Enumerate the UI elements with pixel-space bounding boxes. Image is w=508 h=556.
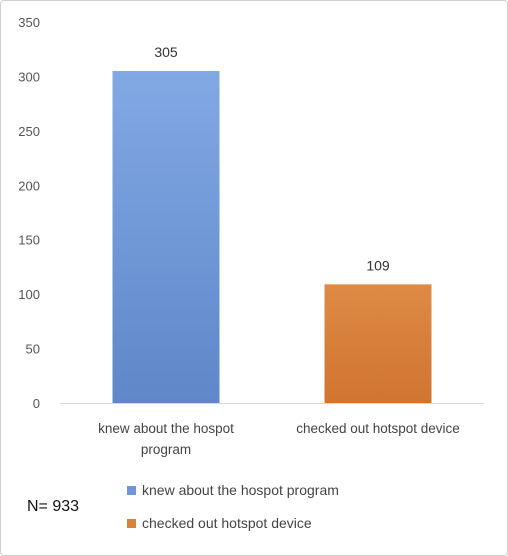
legend-label-2: checked out hotspot device xyxy=(142,515,312,531)
category-labels: knew about the hospot program checked out … xyxy=(98,421,460,457)
legend-label-1: knew about the hospot program xyxy=(142,482,339,498)
data-labels: 305 109 xyxy=(154,44,390,273)
bar-1 xyxy=(112,70,220,403)
y-tick-label: 50 xyxy=(26,342,40,357)
y-tick-label: 150 xyxy=(18,233,40,248)
bars xyxy=(112,70,432,403)
category-label-1-line-1: knew about the hospot xyxy=(98,421,234,436)
data-label-2: 109 xyxy=(366,257,390,273)
legend-swatch-1 xyxy=(127,486,136,495)
data-label-1: 305 xyxy=(154,44,178,60)
legend-swatch-2 xyxy=(127,519,136,528)
y-tick-label: 0 xyxy=(33,396,40,411)
legend: knew about the hospot program checked out… xyxy=(127,482,339,531)
bar-2 xyxy=(324,284,432,403)
y-axis-ticks: 0 50 100 150 200 250 300 350 xyxy=(18,15,40,411)
y-tick-label: 100 xyxy=(18,287,40,302)
category-label-2-line-1: checked out hotspot device xyxy=(296,421,460,436)
category-label-1-line-2: program xyxy=(141,442,191,457)
y-tick-label: 300 xyxy=(18,69,40,84)
y-tick-label: 250 xyxy=(18,124,40,139)
y-tick-label: 200 xyxy=(18,178,40,193)
y-tick-label: 350 xyxy=(18,15,40,30)
sample-size-note: N= 933 xyxy=(27,498,79,515)
